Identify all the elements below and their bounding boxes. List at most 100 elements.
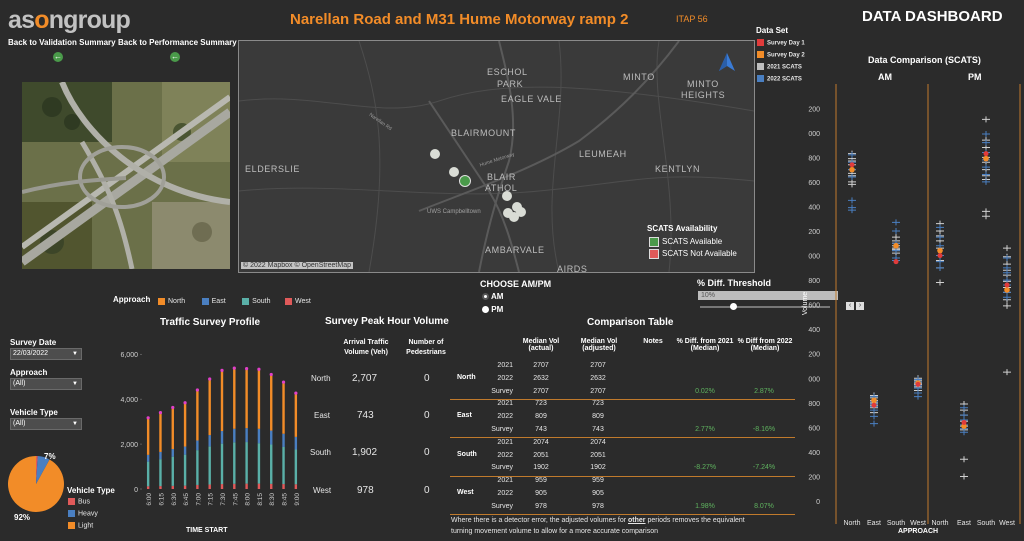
map-attribution[interactable]: © 2022 Mapbox © OpenStreetMap (241, 262, 353, 269)
map-marker[interactable] (430, 149, 440, 159)
data-set-legend: Survey Day 1 Survey Day 2 2021 SCATS 202… (757, 39, 805, 87)
profile-bar-south (220, 443, 224, 485)
profile-bar-north (196, 389, 199, 441)
map-marker[interactable] (502, 191, 512, 201)
back-validation-arrow-icon[interactable]: ← (53, 52, 63, 62)
scats-2022-point (936, 258, 944, 265)
traffic-profile-chart[interactable]: 6,000 4,000 2,000 0 6:00 6:15 6:30 6:45 7:00 7:15… (110, 335, 310, 515)
vehicle-type-dropdown[interactable]: (All) ▼ (10, 418, 82, 430)
legend-2022-scats[interactable]: 2022 SCATS (757, 75, 805, 87)
comparison-cell-adjusted: 1902 (590, 464, 606, 472)
map-label-kentlyn: KENTLYN (655, 164, 701, 174)
threshold-value-field[interactable]: 10% (698, 291, 838, 300)
comparison-cell-actual: 809 (535, 413, 547, 421)
profile-total-point (158, 411, 163, 415)
survey-day-1-point (983, 151, 989, 157)
profile-bar-west (233, 483, 236, 489)
radio-pm[interactable]: PM (482, 305, 503, 314)
threshold-decrement-button[interactable]: ‹ (846, 302, 854, 310)
profile-bar-west (196, 484, 199, 489)
approach-legend: North East South West (158, 295, 311, 305)
profile-total-point (220, 368, 224, 373)
approach-dropdown[interactable]: (All) ▼ (10, 378, 82, 390)
map-view[interactable]: ESCHOL PARK EAGLE VALE MINTO MINTO HEIGH… (238, 40, 755, 273)
profile-total-point (171, 405, 175, 410)
threshold-slider-track[interactable] (700, 306, 830, 308)
scats-ytick-label: 1000 (808, 376, 820, 383)
scats-2021-point (1003, 369, 1011, 376)
scats-xtick-label: East (957, 520, 971, 527)
map-marker[interactable] (503, 208, 513, 218)
profile-total-point (183, 401, 187, 405)
scats-2022-point (892, 219, 900, 226)
survey-date-dropdown[interactable]: 22/03/2022 ▼ (10, 348, 82, 360)
scats-2022-point (1003, 269, 1011, 276)
legend-east[interactable]: East (201, 297, 226, 305)
comparison-cell-diff-2021: 1.98% (695, 502, 715, 510)
radio-am-dot[interactable] (482, 293, 489, 301)
comparison-cell-actual: 978 (535, 502, 547, 510)
radio-pm-dot[interactable] (482, 306, 489, 314)
scats-2022-point (960, 429, 968, 436)
legend-heavy[interactable]: Heavy (68, 510, 98, 522)
scats-2022-point (870, 420, 878, 427)
scats-2022-point (848, 207, 856, 214)
profile-xtick-label: 8:00 (245, 493, 252, 506)
legend-west[interactable]: West (284, 297, 311, 305)
back-to-performance-button[interactable]: Back to Performance Summary (118, 38, 237, 47)
comparison-cell-period: Survey (491, 464, 513, 472)
profile-total-point (208, 377, 212, 381)
legend-south[interactable]: South (242, 297, 270, 305)
threshold-increment-button[interactable]: › (856, 302, 864, 310)
profile-bar-north (233, 368, 236, 429)
scats-ytick-label: 1400 (808, 327, 820, 334)
profile-bar-east (146, 454, 150, 462)
back-performance-arrow-icon[interactable]: ← (170, 52, 180, 62)
map-label-uws: UWS Campbelltown (427, 209, 481, 215)
threshold-slider-handle[interactable] (729, 303, 737, 310)
vehicle-type-pie-chart[interactable] (5, 452, 67, 516)
scats-comparison-chart[interactable]: 3200300028002600240022002000180016001400… (808, 84, 1024, 528)
profile-bar-north (171, 407, 174, 450)
profile-bar-south (183, 454, 187, 486)
profile-bar-south (171, 456, 174, 486)
scats-ytick-label: 1200 (808, 352, 820, 359)
profile-bar-north (146, 417, 150, 455)
legend-2021-scats[interactable]: 2021 SCATS (757, 63, 805, 75)
map-marker[interactable] (449, 167, 459, 177)
legend-bus[interactable]: Bus (68, 498, 98, 510)
legend-light[interactable]: Light (68, 522, 98, 534)
profile-bar-east (257, 428, 261, 444)
traffic-profile-title: Traffic Survey Profile (160, 317, 261, 328)
data-set-title: Data Set (756, 26, 789, 35)
scats-availability-title: SCATS Availability (647, 224, 718, 233)
legend-survey-day-1[interactable]: Survey Day 1 (757, 39, 805, 51)
profile-total-point (245, 367, 249, 371)
scats-2022-point (892, 247, 900, 254)
profile-bar-east (171, 449, 174, 457)
profile-bar-east (208, 435, 211, 447)
spv-approach-east: East (314, 411, 331, 420)
spv-peds-west: 0 (424, 485, 430, 496)
scats-ytick-label: 600 (808, 425, 820, 432)
comparison-cell-diff-2021: 0.02% (695, 387, 715, 395)
comparison-cell-actual: 2632 (533, 374, 549, 382)
scats-2022-point (936, 224, 944, 231)
approach-legend-title: Approach (113, 295, 151, 304)
comparison-group-label: North (457, 373, 476, 381)
radio-am[interactable]: AM (482, 292, 503, 301)
map-marker[interactable] (516, 207, 526, 217)
scats-ytick-label: 1800 (808, 278, 820, 285)
back-to-validation-button[interactable]: Back to Validation Summary (8, 38, 116, 47)
dashboard-title: DATA DASHBOARD (862, 8, 1003, 25)
scats-available-swatch (649, 237, 659, 247)
profile-xtick-label: 8:30 (269, 493, 276, 506)
map-label-minto-heights-2: HEIGHTS (681, 90, 726, 100)
map-marker-selected[interactable] (459, 175, 471, 187)
comparison-cell-adjusted: 959 (592, 477, 604, 485)
scats-2022-point (982, 139, 990, 146)
profile-bar-east (220, 431, 224, 444)
legend-north[interactable]: North (158, 297, 185, 305)
legend-survey-day-2[interactable]: Survey Day 2 (757, 51, 805, 63)
map-marker[interactable] (509, 212, 519, 222)
